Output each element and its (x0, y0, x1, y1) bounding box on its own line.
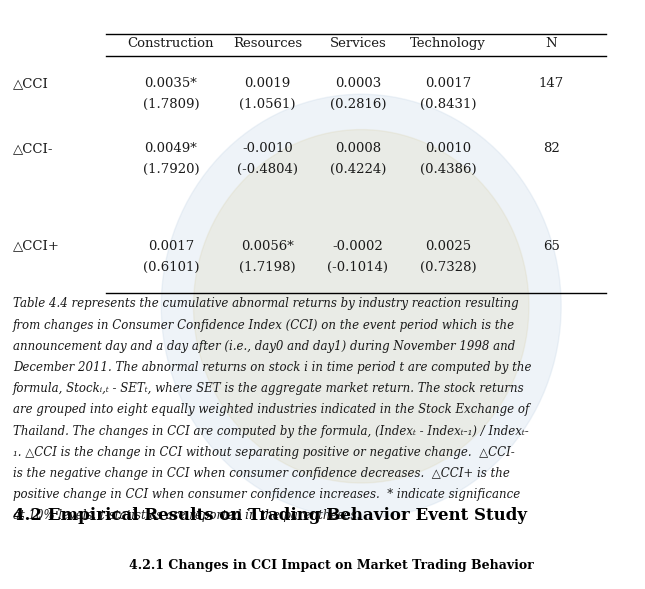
Text: 147: 147 (539, 77, 564, 90)
Text: (0.8431): (0.8431) (420, 98, 477, 111)
Text: Technology: Technology (410, 37, 486, 50)
Text: (1.7809): (1.7809) (143, 98, 199, 111)
Text: Services: Services (330, 37, 386, 50)
Text: 82: 82 (543, 142, 560, 155)
Text: 0.0017: 0.0017 (148, 240, 194, 253)
Text: (0.4224): (0.4224) (330, 163, 386, 176)
Text: Resources: Resources (233, 37, 303, 50)
Text: (1.7920): (1.7920) (143, 163, 199, 176)
Text: positive change in CCI when consumer confidence increases.  * indicate significa: positive change in CCI when consumer con… (13, 488, 520, 501)
Text: is the negative change in CCI when consumer confidence decreases.  △CCI+ is the: is the negative change in CCI when consu… (13, 467, 510, 480)
Text: △CCI+: △CCI+ (13, 240, 60, 253)
Text: ₁. △CCI is the change in CCI without separating positive or negative change.  △C: ₁. △CCI is the change in CCI without sep… (13, 446, 515, 459)
Text: 65: 65 (543, 240, 560, 253)
Text: formula, Stockᵢ,ₜ - SETₜ, where SET is the aggregate market return. The stock re: formula, Stockᵢ,ₜ - SETₜ, where SET is t… (13, 382, 524, 395)
Text: 0.0010: 0.0010 (425, 142, 471, 155)
Text: -0.0010: -0.0010 (243, 142, 293, 155)
Text: are grouped into eight equally weighted industries indicated in the Stock Exchan: are grouped into eight equally weighted … (13, 403, 530, 416)
Text: (0.6101): (0.6101) (143, 261, 199, 274)
Text: 4.2.1 Changes in CCI Impact on Market Trading Behavior: 4.2.1 Changes in CCI Impact on Market Tr… (129, 559, 534, 572)
Text: -0.0002: -0.0002 (333, 240, 383, 253)
Text: announcement day and a day after (i.e., day0 and day1) during November 1998 and: announcement day and a day after (i.e., … (13, 340, 515, 353)
Text: (1.7198): (1.7198) (239, 261, 296, 274)
Text: (-0.1014): (-0.1014) (328, 261, 388, 274)
Text: from changes in Consumer Confidence Index (CCI) on the event period which is the: from changes in Consumer Confidence Inde… (13, 319, 515, 332)
Text: at 10% levels. t-statistics are reported in the parentheses.: at 10% levels. t-statistics are reported… (13, 509, 360, 522)
Text: 0.0017: 0.0017 (425, 77, 471, 90)
Text: Construction: Construction (128, 37, 214, 50)
Text: 0.0025: 0.0025 (425, 240, 471, 253)
Text: Table 4.4 represents the cumulative abnormal returns by industry reaction result: Table 4.4 represents the cumulative abno… (13, 297, 519, 310)
Text: 0.0056*: 0.0056* (241, 240, 294, 253)
Text: 0.0035*: 0.0035* (144, 77, 197, 90)
Text: 0.0019: 0.0019 (244, 77, 291, 90)
Text: N: N (546, 37, 557, 50)
Text: (0.4386): (0.4386) (420, 163, 477, 176)
Text: (0.2816): (0.2816) (330, 98, 386, 111)
Ellipse shape (161, 94, 561, 518)
Text: (0.7328): (0.7328) (420, 261, 477, 274)
Text: (1.0561): (1.0561) (239, 98, 296, 111)
Ellipse shape (194, 130, 529, 483)
Text: 0.0003: 0.0003 (335, 77, 381, 90)
Text: (-0.4804): (-0.4804) (237, 163, 298, 176)
Text: December 2011. The abnormal returns on stock i in time period t are computed by : December 2011. The abnormal returns on s… (13, 361, 531, 374)
Text: △CCI-: △CCI- (13, 142, 54, 155)
Text: Thailand. The changes in CCI are computed by the formula, (Indexₜ - Indexₜ-₁) / : Thailand. The changes in CCI are compute… (13, 425, 529, 438)
Text: 0.0049*: 0.0049* (144, 142, 197, 155)
Text: 0.0008: 0.0008 (335, 142, 381, 155)
Text: 4.2 Empirical Results on Trading Behavior Event Study: 4.2 Empirical Results on Trading Behavio… (13, 507, 527, 524)
Text: △CCI: △CCI (13, 77, 49, 90)
